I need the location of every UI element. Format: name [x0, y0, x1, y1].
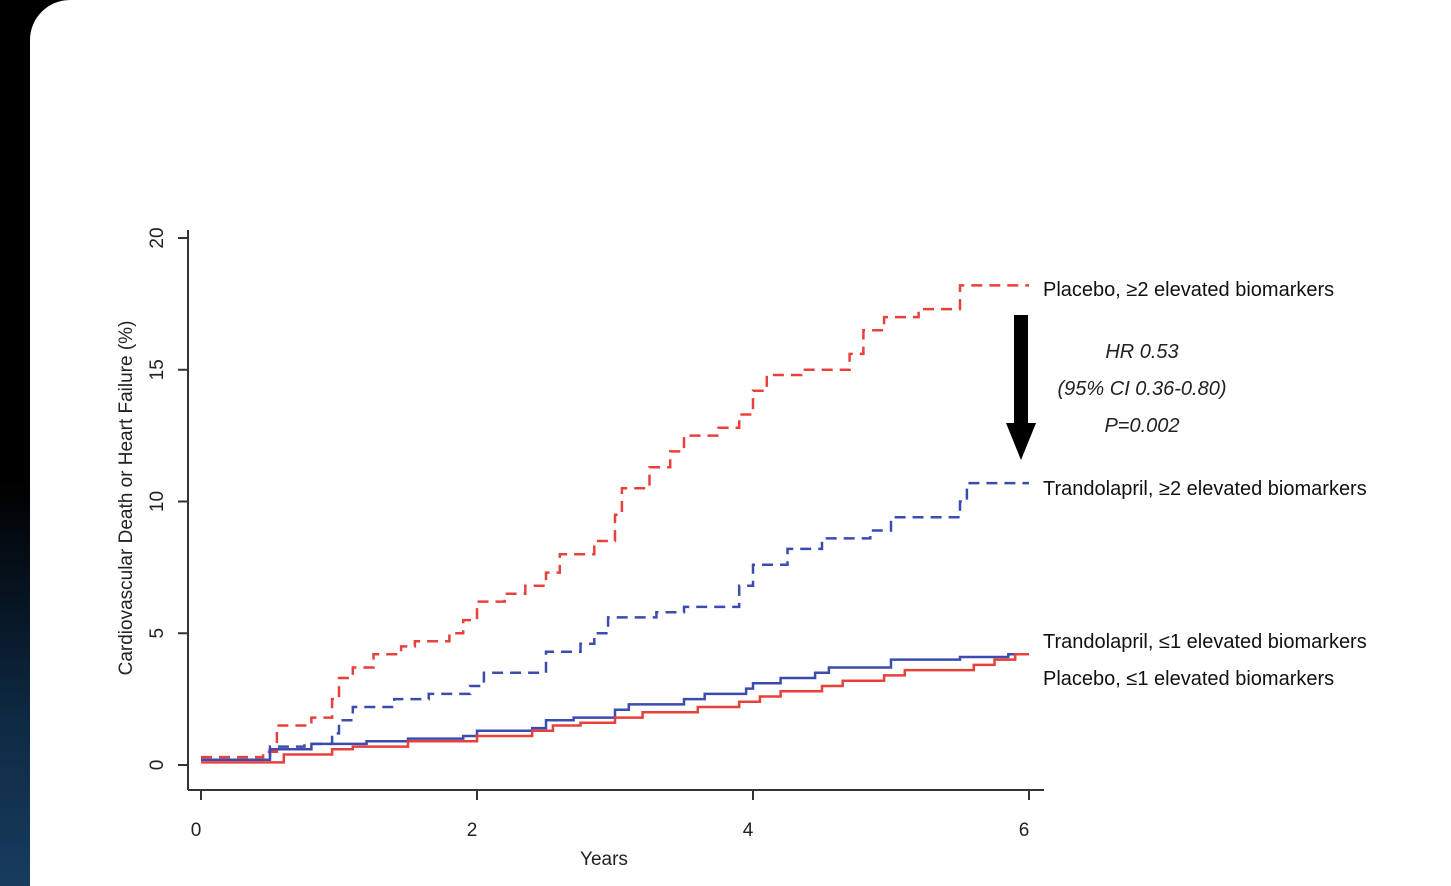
slide-edge-decoration	[0, 480, 30, 886]
legend-trandolapril-low: Trandolapril, ≤1 elevated biomarkers	[1043, 631, 1367, 653]
y-axis-title: Cardiovascular Death or Heart Failure (%…	[116, 321, 137, 676]
legend-placebo-high: Placebo, ≥2 elevated biomarkers	[1043, 279, 1334, 301]
placebo-low-biomarker-line	[201, 653, 1029, 764]
placebo-high-biomarker-line	[201, 284, 1029, 759]
effect-arrow-shaft	[1014, 315, 1028, 423]
x-axis-title: Years	[580, 849, 628, 870]
y-tick-label: 20	[147, 227, 168, 248]
legend-trandolapril-high: Trandolapril, ≥2 elevated biomarkers	[1043, 478, 1367, 500]
x-tick-label: 6	[1019, 820, 1030, 841]
series-layer	[201, 284, 1029, 764]
x-tick-label: 4	[743, 820, 754, 841]
x-tick-label: 0	[191, 820, 202, 841]
slide-background	[30, 0, 1451, 886]
trandolapril-high-biomarker-line	[201, 481, 1029, 761]
axes: 0 2 4 6 0 5 10 15 20 Years Cardiovascular Death or…	[116, 227, 1044, 870]
y-tick-label: 15	[147, 359, 168, 380]
y-tick-label: 10	[147, 491, 168, 512]
hazard-ratio-text: HR 0.53	[1105, 341, 1178, 363]
effect-arrow-head	[1006, 423, 1036, 460]
legend-placebo-low: Placebo, ≤1 elevated biomarkers	[1043, 668, 1334, 690]
p-value-text: P=0.002	[1104, 415, 1179, 437]
x-tick-label: 2	[467, 820, 478, 841]
confidence-interval-text: (95% CI 0.36-0.80)	[1058, 378, 1227, 400]
annotation-layer: HR 0.53 (95% CI 0.36-0.80) P=0.002	[1006, 315, 1226, 460]
y-tick-label: 5	[147, 628, 168, 639]
legend-layer: Placebo, ≥2 elevated biomarkers Trandolap…	[1043, 279, 1367, 690]
y-tick-label: 0	[147, 760, 168, 771]
